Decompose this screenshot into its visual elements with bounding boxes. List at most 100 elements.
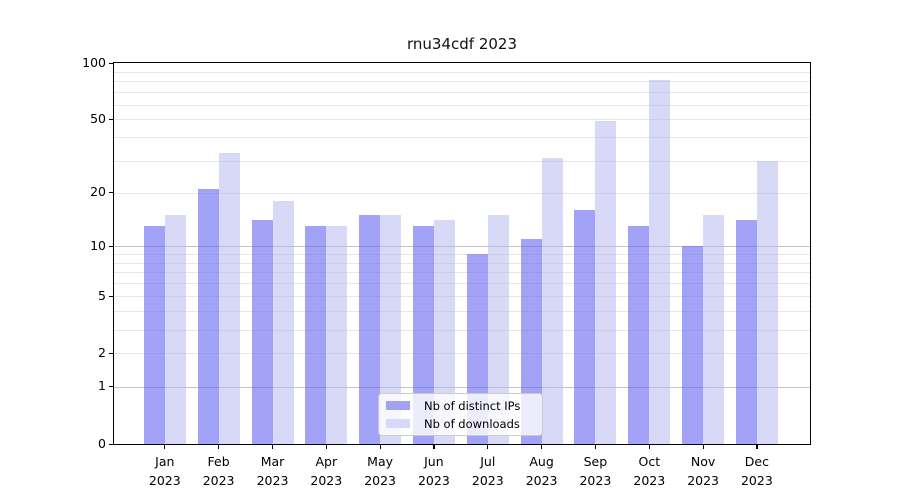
gridline-minor-3 — [114, 329, 810, 331]
gridline-minor-7 — [114, 272, 810, 274]
x-tick-label-jan: Jan 2023 — [129, 452, 201, 490]
x-tick-label-nov: Nov 2023 — [667, 452, 739, 490]
x-tick-label-aug: Aug 2023 — [506, 452, 578, 490]
gridline-minor-4 — [114, 311, 810, 313]
bar-downloads-may — [380, 215, 402, 444]
y-tick-label-1: 1 — [98, 378, 106, 394]
plot-area: Nb of distinct IPs Nb of downloads — [113, 62, 811, 445]
y-tick-label-0: 0 — [98, 435, 106, 451]
bar-distinct-ips-may — [359, 215, 381, 444]
x-tick-dec — [756, 445, 758, 449]
bar-downloads-sep — [595, 121, 617, 444]
bar-distinct-ips-feb — [197, 188, 219, 444]
x-tick-month: May — [367, 454, 394, 469]
y-tick-label-2: 2 — [98, 344, 106, 360]
x-tick-oct — [648, 445, 650, 449]
gridline-minor-20 — [114, 192, 810, 194]
legend: Nb of distinct IPs Nb of downloads — [378, 393, 543, 436]
y-tick-5 — [109, 295, 114, 297]
y-tick-label-20: 20 — [90, 184, 106, 200]
x-tick-year: 2023 — [310, 473, 343, 488]
x-tick-label-jul: Jul 2023 — [452, 452, 524, 490]
x-tick-month: Aug — [529, 454, 554, 469]
bar-distinct-ips-oct — [628, 226, 650, 444]
bar-downloads-feb — [218, 152, 240, 444]
x-tick-label-apr: Apr 2023 — [290, 452, 362, 490]
gridline-minor-5 — [114, 296, 810, 298]
gridline-minor-30 — [114, 160, 810, 162]
x-tick-month: Apr — [315, 454, 338, 469]
x-tick-year: 2023 — [148, 473, 181, 488]
x-tick-label-oct: Oct 2023 — [613, 452, 685, 490]
x-tick-year: 2023 — [256, 473, 289, 488]
x-tick-label-dec: Dec 2023 — [721, 452, 793, 490]
y-tick-label-50: 50 — [90, 110, 106, 126]
x-tick-month: Mar — [260, 454, 285, 469]
y-tick-0 — [109, 443, 114, 445]
legend-item-distinct-ips: Nb of distinct IPs — [379, 399, 542, 413]
x-tick-nov — [702, 445, 704, 449]
bar-distinct-ips-mar — [251, 220, 273, 444]
gridline-major-10 — [114, 246, 810, 247]
x-tick-aug — [541, 445, 543, 449]
y-tick-2 — [109, 352, 114, 354]
x-tick-month: Nov — [690, 454, 716, 469]
x-tick-jan — [164, 445, 166, 449]
x-tick-year: 2023 — [364, 473, 396, 488]
legend-swatch-downloads — [386, 419, 410, 428]
x-tick-jun — [433, 445, 435, 449]
bar-downloads-jun — [433, 220, 455, 444]
x-tick-year: 2023 — [579, 473, 612, 488]
legend-swatch-distinct-ips — [386, 401, 410, 410]
chart-title: rnu34cdf 2023 — [407, 35, 517, 53]
x-tick-month: Jan — [155, 454, 175, 469]
x-tick-label-may: May 2023 — [344, 452, 416, 490]
gridline-major-1 — [114, 386, 810, 388]
x-tick-year: 2023 — [525, 473, 558, 488]
x-tick-year: 2023 — [417, 473, 450, 488]
bar-distinct-ips-aug — [520, 238, 542, 444]
y-tick-label-5: 5 — [98, 287, 106, 303]
x-tick-year: 2023 — [202, 473, 235, 488]
y-tick-50 — [109, 118, 114, 121]
bar-distinct-ips-nov — [682, 246, 704, 444]
bar-distinct-ips-apr — [305, 226, 327, 444]
y-tick-10 — [109, 245, 114, 247]
x-tick-label-sep: Sep 2023 — [559, 452, 631, 490]
gridline-minor-6 — [114, 283, 810, 285]
x-tick-label-feb: Feb 2023 — [183, 452, 255, 490]
bar-downloads-apr — [326, 226, 348, 444]
gridline-minor-70 — [114, 92, 810, 94]
x-tick-year: 2023 — [633, 473, 666, 488]
x-tick-jul — [487, 445, 489, 449]
bar-downloads-jan — [164, 215, 186, 444]
y-tick-100 — [109, 62, 114, 64]
bar-downloads-dec — [756, 160, 778, 444]
gridline-minor-9 — [114, 253, 810, 255]
x-tick-mar — [272, 445, 274, 449]
gridline-minor-2 — [114, 353, 810, 355]
legend-label-distinct-ips: Nb of distinct IPs — [424, 398, 521, 413]
x-tick-apr — [325, 445, 327, 449]
legend-label-downloads: Nb of downloads — [424, 416, 520, 431]
x-tick-feb — [218, 445, 220, 449]
gridline-minor-90 — [114, 71, 810, 73]
bar-distinct-ips-sep — [574, 210, 596, 444]
x-tick-month: Dec — [744, 454, 769, 469]
bar-distinct-ips-dec — [735, 220, 757, 444]
x-tick-year: 2023 — [471, 473, 504, 488]
y-tick-label-100: 100 — [82, 54, 106, 70]
x-tick-year: 2023 — [687, 473, 719, 488]
y-tick-1 — [109, 386, 114, 388]
x-tick-may — [379, 445, 381, 449]
x-tick-month: Sep — [583, 454, 608, 469]
bar-downloads-aug — [541, 157, 563, 444]
gridline-minor-60 — [114, 104, 810, 106]
gridline-minor-80 — [114, 81, 810, 83]
x-tick-month: Jul — [480, 454, 496, 469]
x-tick-month: Oct — [638, 454, 661, 469]
legend-item-downloads: Nb of downloads — [379, 417, 542, 431]
x-tick-month: Jun — [424, 454, 444, 469]
y-tick-label-10: 10 — [90, 237, 106, 253]
